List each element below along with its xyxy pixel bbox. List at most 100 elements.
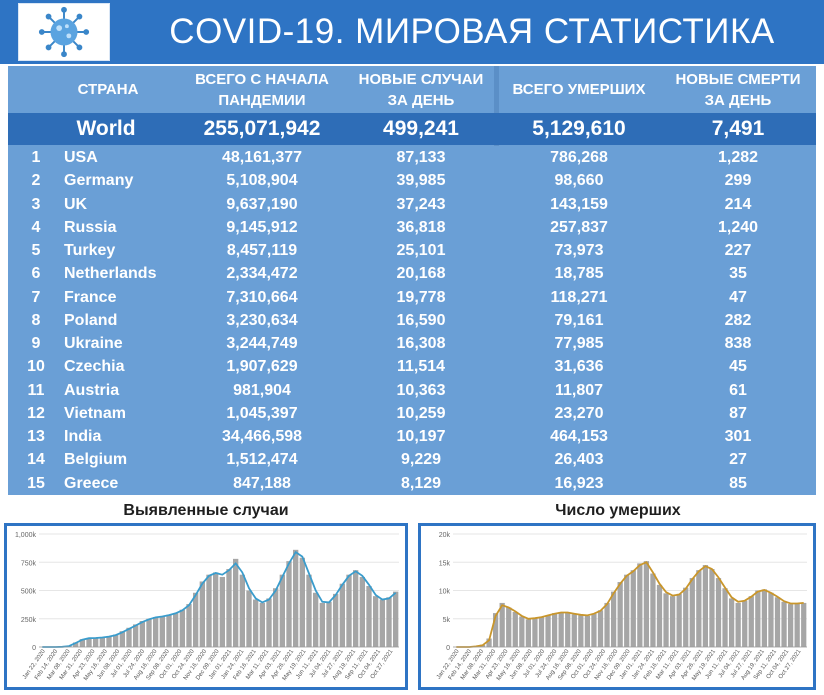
deaths-chart-title: Число умерших <box>555 502 681 519</box>
bar <box>610 591 617 647</box>
row-new: 25,101 <box>396 242 446 260</box>
bar <box>353 570 359 647</box>
row-country: Russia <box>64 218 117 236</box>
bar <box>748 596 754 647</box>
row-new: 16,308 <box>396 335 446 353</box>
bar <box>219 576 225 647</box>
bar <box>768 592 774 647</box>
row-deaths: 18,785 <box>554 265 604 283</box>
bar <box>656 584 663 647</box>
bar <box>193 592 199 647</box>
bar <box>551 613 558 647</box>
table-row: 3 UK 9,637,190 37,243 143,159 214 <box>8 193 816 216</box>
header-new-line1: НОВЫЕ СЛУЧАИ <box>358 70 484 88</box>
row-deaths: 786,268 <box>550 149 608 166</box>
bar <box>86 637 92 647</box>
row-country: UK <box>64 195 88 213</box>
bar <box>99 637 105 647</box>
bar <box>617 582 623 647</box>
bar <box>259 602 265 647</box>
row-rank: 5 <box>31 242 41 260</box>
header: COVID-19. МИРОВАЯ СТАТИСТИКА <box>0 0 824 64</box>
row-total: 847,188 <box>233 474 291 492</box>
bar <box>709 569 715 647</box>
row-deaths: 118,271 <box>550 288 608 306</box>
row-new: 8,129 <box>400 474 442 492</box>
header-new-deaths: НОВЫЕ СМЕРТИ ЗА ДЕНЬ <box>660 66 816 113</box>
row-rank: 13 <box>27 428 45 446</box>
row-country: Netherlands <box>64 265 157 283</box>
bar <box>696 570 702 647</box>
row-deaths: 16,923 <box>554 474 604 492</box>
row-new: 9,229 <box>400 451 442 469</box>
row-rank: 3 <box>31 195 41 213</box>
bar <box>293 549 299 647</box>
row-new-deaths: 301 <box>724 428 752 446</box>
bar <box>306 574 312 647</box>
world-row: World 255,071,942 499,241 5,129,610 7,49… <box>8 113 816 145</box>
bar <box>578 615 584 647</box>
row-new-deaths: 1,240 <box>717 218 759 236</box>
header-new-deaths-line1: НОВЫЕ СМЕРТИ <box>675 70 801 88</box>
row-deaths: 464,153 <box>550 428 608 446</box>
row-deaths: 79,161 <box>554 311 604 329</box>
bar <box>604 602 610 647</box>
y-tick-label: 250k <box>21 617 37 624</box>
table-row: 5 Turkey 8,457,119 25,101 73,973 227 <box>8 239 816 262</box>
header-total: ВСЕГО С НАЧАЛА ПАНДЕМИИ <box>178 66 346 113</box>
bar <box>253 599 259 647</box>
bar <box>186 604 192 647</box>
y-tick-label: 20k <box>439 532 451 539</box>
bar <box>319 602 325 647</box>
bar <box>333 593 339 647</box>
bar <box>166 614 172 647</box>
header-total-line1: ВСЕГО С НАЧАЛА <box>195 70 329 88</box>
row-country: India <box>64 428 102 446</box>
bar <box>715 578 722 647</box>
row-country: USA <box>64 149 98 166</box>
bar <box>637 563 643 647</box>
bar <box>774 597 781 647</box>
row-new-deaths: 47 <box>729 288 747 306</box>
cases-chart-title: Выявленные случаи <box>123 502 289 519</box>
world-new: 499,241 <box>383 117 459 140</box>
bar <box>93 638 99 647</box>
row-new-deaths: 299 <box>724 172 752 190</box>
series-line <box>456 561 804 648</box>
bar <box>597 610 604 647</box>
y-tick-label: 0 <box>446 645 450 652</box>
table-row: 4 Russia 9,145,912 36,818 257,837 1,240 <box>8 216 816 239</box>
row-new: 10,363 <box>396 381 446 399</box>
row-new-deaths: 227 <box>724 242 752 260</box>
bar <box>702 565 709 647</box>
bar <box>299 557 305 647</box>
bar <box>159 616 165 647</box>
bar <box>755 590 761 647</box>
row-deaths: 26,403 <box>554 451 604 469</box>
table-row: 9 Ukraine 3,244,749 16,308 77,985 838 <box>8 332 816 355</box>
bar <box>558 611 564 647</box>
bar <box>728 598 735 647</box>
row-country: Belgium <box>64 451 128 469</box>
bar <box>113 634 119 647</box>
bar <box>499 602 505 647</box>
row-new: 10,197 <box>396 428 446 446</box>
row-new: 37,243 <box>396 195 446 213</box>
stats-table: СТРАНА ВСЕГО С НАЧАЛА ПАНДЕМИИ НОВЫЕ СЛУ… <box>8 66 816 495</box>
row-total: 9,637,190 <box>226 195 298 213</box>
row-rank: 10 <box>27 358 45 376</box>
row-total: 981,904 <box>233 381 291 399</box>
row-rank: 15 <box>27 474 45 492</box>
bar <box>584 615 591 647</box>
row-new-deaths: 838 <box>724 335 752 353</box>
row-total: 1,512,474 <box>226 451 298 469</box>
bar <box>689 578 695 647</box>
bar <box>346 574 352 647</box>
bar <box>373 596 379 647</box>
row-rank: 6 <box>31 265 41 283</box>
row-total: 2,334,472 <box>226 265 298 283</box>
bar <box>624 574 630 647</box>
row-new-deaths: 214 <box>724 195 752 213</box>
bar <box>630 570 636 647</box>
